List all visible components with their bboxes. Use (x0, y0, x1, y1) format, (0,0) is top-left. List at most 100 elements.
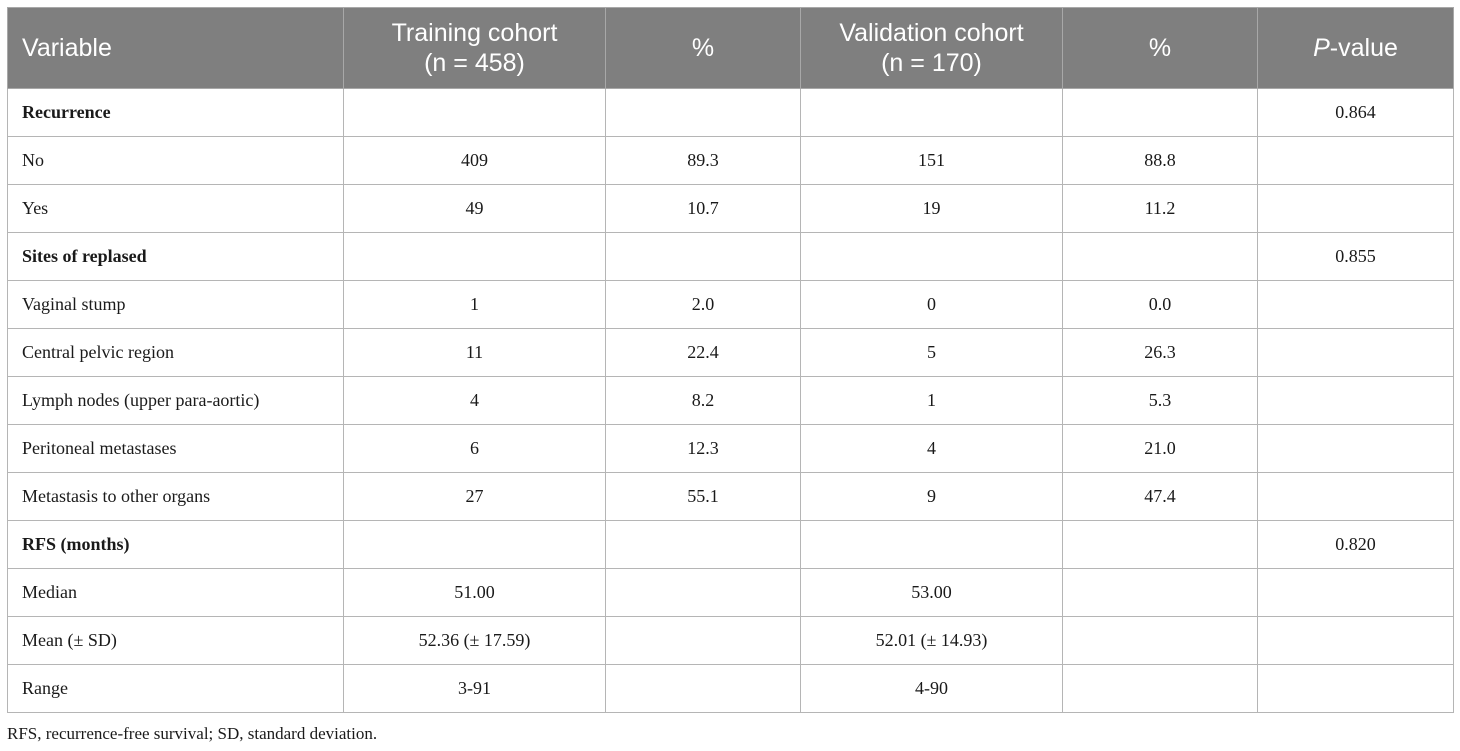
cell-validation-count: 4 (800, 424, 1063, 473)
cell-training-count: 409 (343, 136, 606, 185)
header-validation-line1: Validation cohort (839, 19, 1024, 47)
cell-training-percent: 2.0 (605, 280, 801, 329)
cell-validation-percent: 5.3 (1062, 376, 1258, 425)
cell-training-count (343, 232, 606, 281)
table-row: No 409 89.3 151 88.8 (7, 136, 1454, 185)
cell-training-percent: 10.7 (605, 184, 801, 233)
cell-variable: Metastasis to other organs (7, 472, 344, 521)
cell-variable: No (7, 136, 344, 185)
cell-training-percent (605, 232, 801, 281)
header-validation-cohort: Validation cohort (n = 170) (800, 7, 1063, 89)
table-row: Median 51.00 53.00 (7, 568, 1454, 617)
cell-validation-count (800, 520, 1063, 569)
cell-training-percent: 55.1 (605, 472, 801, 521)
header-training-line1: Training cohort (391, 19, 558, 47)
cell-p-value: 0.855 (1257, 232, 1454, 281)
cell-p-value (1257, 328, 1454, 377)
header-row: Variable Training cohort (n = 458) % Val… (7, 7, 1454, 89)
cell-p-value (1257, 424, 1454, 473)
cell-validation-percent (1062, 616, 1258, 665)
cell-training-count: 6 (343, 424, 606, 473)
cell-training-percent (605, 568, 801, 617)
header-training-cohort: Training cohort (n = 458) (343, 7, 606, 89)
header-validation-line2: (n = 170) (881, 49, 982, 77)
cell-training-percent: 12.3 (605, 424, 801, 473)
table-row: Peritoneal metastases 6 12.3 4 21.0 (7, 424, 1454, 473)
cell-validation-count: 53.00 (800, 568, 1063, 617)
header-variable-text: Variable (22, 34, 112, 62)
cell-training-count: 49 (343, 184, 606, 233)
cell-training-count (343, 88, 606, 137)
cell-p-value (1257, 376, 1454, 425)
header-p-value-italic: P (1313, 34, 1330, 62)
cell-training-percent (605, 88, 801, 137)
cell-training-count (343, 520, 606, 569)
cell-validation-count: 151 (800, 136, 1063, 185)
header-training-percent-text: % (691, 34, 715, 62)
table-footnote: RFS, recurrence-free survival; SD, stand… (7, 724, 378, 743)
cell-variable: Central pelvic region (7, 328, 344, 377)
cell-validation-count: 5 (800, 328, 1063, 377)
cell-training-percent (605, 616, 801, 665)
cell-variable: Lymph nodes (upper para-aortic) (7, 376, 344, 425)
cell-validation-percent: 21.0 (1062, 424, 1258, 473)
header-validation-percent-text: % (1148, 34, 1172, 62)
cell-validation-percent: 47.4 (1062, 472, 1258, 521)
table-row: Lymph nodes (upper para-aortic) 4 8.2 1 5.3 (7, 376, 1454, 425)
cell-validation-percent: 26.3 (1062, 328, 1258, 377)
header-p-value-rest: -value (1329, 34, 1398, 62)
table-section-row: Recurrence 0.864 (7, 88, 1454, 137)
cell-training-percent (605, 520, 801, 569)
cell-variable: Recurrence (7, 88, 344, 137)
table-header: Variable Training cohort (n = 458) % Val… (7, 7, 1454, 89)
cell-training-percent: 8.2 (605, 376, 801, 425)
table-section-row: RFS (months) 0.820 (7, 520, 1454, 569)
cell-validation-percent (1062, 88, 1258, 137)
header-training-line2: (n = 458) (424, 49, 525, 77)
table-body: Recurrence 0.864 No 409 89.3 151 88.8 Yes 49 10.7… (7, 88, 1454, 713)
cell-p-value (1257, 472, 1454, 521)
cell-validation-percent: 0.0 (1062, 280, 1258, 329)
cell-validation-percent: 11.2 (1062, 184, 1258, 233)
cell-p-value (1257, 280, 1454, 329)
cell-validation-count: 19 (800, 184, 1063, 233)
cell-variable: Peritoneal metastases (7, 424, 344, 473)
cell-validation-count: 9 (800, 472, 1063, 521)
cell-validation-percent: 88.8 (1062, 136, 1258, 185)
table-row: Metastasis to other organs 27 55.1 9 47.4 (7, 472, 1454, 521)
cell-validation-percent (1062, 664, 1258, 713)
cell-variable: Median (7, 568, 344, 617)
cell-training-count: 11 (343, 328, 606, 377)
cell-p-value: 0.864 (1257, 88, 1454, 137)
header-validation-percent: % (1062, 7, 1258, 89)
cell-p-value (1257, 616, 1454, 665)
cell-variable: Vaginal stump (7, 280, 344, 329)
cell-training-count: 4 (343, 376, 606, 425)
cell-variable: RFS (months) (7, 520, 344, 569)
cell-validation-count: 1 (800, 376, 1063, 425)
cell-p-value (1257, 136, 1454, 185)
cell-p-value (1257, 184, 1454, 233)
cohort-comparison-table: Variable Training cohort (n = 458) % Val… (7, 7, 1454, 713)
data-table-container: Variable Training cohort (n = 458) % Val… (7, 7, 1454, 713)
cell-training-count: 51.00 (343, 568, 606, 617)
cell-training-percent: 89.3 (605, 136, 801, 185)
cell-p-value (1257, 664, 1454, 713)
cell-validation-count (800, 88, 1063, 137)
cell-validation-count: 4-90 (800, 664, 1063, 713)
cell-training-count: 27 (343, 472, 606, 521)
cell-training-count: 3-91 (343, 664, 606, 713)
table-row: Central pelvic region 11 22.4 5 26.3 (7, 328, 1454, 377)
cell-validation-count: 52.01 (± 14.93) (800, 616, 1063, 665)
cell-variable: Yes (7, 184, 344, 233)
table-section-row: Sites of replased 0.855 (7, 232, 1454, 281)
cell-validation-percent (1062, 568, 1258, 617)
cell-training-percent: 22.4 (605, 328, 801, 377)
cell-variable: Range (7, 664, 344, 713)
table-row: Yes 49 10.7 19 11.2 (7, 184, 1454, 233)
cell-training-count: 52.36 (± 17.59) (343, 616, 606, 665)
table-row: Vaginal stump 1 2.0 0 0.0 (7, 280, 1454, 329)
header-p-value: P-value (1257, 7, 1454, 89)
cell-training-percent (605, 664, 801, 713)
cell-validation-count: 0 (800, 280, 1063, 329)
